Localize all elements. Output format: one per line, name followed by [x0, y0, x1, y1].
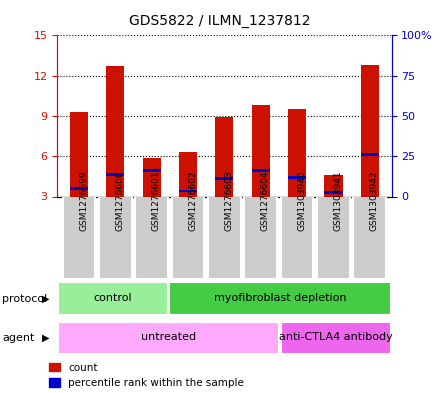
Bar [324, 175, 342, 196]
Bar [179, 189, 197, 193]
Text: GSM1276602: GSM1276602 [188, 171, 197, 231]
Bar [324, 191, 342, 194]
Bar [58, 322, 279, 354]
Bar [70, 112, 88, 196]
Bar [179, 152, 197, 196]
Bar [215, 117, 234, 196]
Bar [106, 173, 125, 176]
Text: GSM1276600: GSM1276600 [115, 170, 125, 231]
Bar [288, 176, 306, 179]
Text: anti-CTLA4 antibody: anti-CTLA4 antibody [279, 332, 393, 342]
Legend: count, percentile rank within the sample: count, percentile rank within the sample [49, 363, 244, 388]
Bar [99, 196, 132, 279]
Text: GSM1303941: GSM1303941 [334, 170, 342, 231]
Text: GDS5822 / ILMN_1237812: GDS5822 / ILMN_1237812 [129, 14, 311, 28]
Text: GSM1303942: GSM1303942 [370, 171, 379, 231]
Text: protocol: protocol [2, 294, 48, 304]
Text: myofibroblast depletion: myofibroblast depletion [214, 293, 346, 303]
Text: untreated: untreated [141, 332, 196, 342]
Bar [353, 196, 386, 279]
Text: GSM1276603: GSM1276603 [224, 170, 233, 231]
Bar [244, 196, 277, 279]
Bar [252, 169, 270, 172]
Bar [172, 196, 205, 279]
Text: ▶: ▶ [42, 333, 50, 343]
Text: GSM1276604: GSM1276604 [261, 171, 270, 231]
Bar [70, 187, 88, 190]
Text: GSM1276601: GSM1276601 [152, 170, 161, 231]
Text: agent: agent [2, 333, 35, 343]
Bar [361, 153, 379, 156]
Bar [62, 196, 95, 279]
Bar [252, 105, 270, 196]
Bar [143, 169, 161, 172]
Text: ▶: ▶ [42, 294, 50, 304]
Bar [281, 322, 391, 354]
Bar [136, 196, 168, 279]
Bar [58, 283, 168, 315]
Bar [317, 196, 350, 279]
Bar [169, 283, 391, 315]
Text: control: control [94, 293, 132, 303]
Bar [361, 65, 379, 196]
Bar [143, 158, 161, 196]
Bar [281, 196, 313, 279]
Text: GSM1303940: GSM1303940 [297, 170, 306, 231]
Bar [288, 109, 306, 196]
Bar [215, 177, 234, 180]
Bar [208, 196, 241, 279]
Bar [106, 66, 125, 196]
Text: GSM1276599: GSM1276599 [79, 170, 88, 231]
